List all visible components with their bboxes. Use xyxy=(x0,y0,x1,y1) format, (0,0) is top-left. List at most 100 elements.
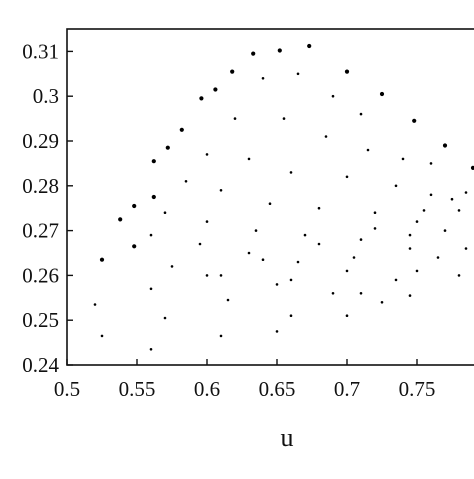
interior-point xyxy=(303,233,307,237)
interior-point xyxy=(408,247,412,250)
interior-point xyxy=(436,256,440,259)
interior-point xyxy=(394,278,398,282)
band-point xyxy=(261,258,265,262)
band-point xyxy=(464,191,468,194)
interior-point xyxy=(170,265,174,268)
boundary-point xyxy=(213,87,218,92)
interior-point xyxy=(345,175,349,179)
boundary-point xyxy=(151,194,156,200)
interior-point xyxy=(205,153,209,156)
x-tick-label: 0.6 xyxy=(194,377,220,401)
y-tick-label: 0.25 xyxy=(22,308,59,332)
interior-point xyxy=(380,301,384,304)
band-point xyxy=(359,292,363,295)
band-point xyxy=(408,294,412,297)
interior-point xyxy=(149,233,153,237)
boundary-point xyxy=(151,159,156,164)
band-point xyxy=(93,303,97,306)
x-tick-label: 0.7 xyxy=(334,377,360,401)
interior-point xyxy=(317,206,321,210)
boundary-point xyxy=(379,91,385,97)
band-point xyxy=(163,316,167,320)
x-tick-label: 0.65 xyxy=(259,377,296,401)
band-point xyxy=(457,274,461,277)
interior-point xyxy=(254,229,258,232)
interior-point xyxy=(415,220,419,223)
band-point xyxy=(226,298,230,302)
interior-point xyxy=(296,260,300,264)
band-point xyxy=(289,278,293,282)
interior-point xyxy=(429,193,433,197)
x-tick-label: 0.5 xyxy=(54,377,80,401)
interior-point xyxy=(205,220,209,223)
interior-point xyxy=(331,94,335,98)
interior-point xyxy=(324,135,328,138)
x-axis-label: u xyxy=(281,423,294,452)
x-tick-label: 0.75 xyxy=(399,377,436,401)
interior-point xyxy=(366,148,370,152)
band-point xyxy=(457,209,461,212)
interior-point xyxy=(198,242,202,246)
band-point xyxy=(149,287,153,291)
y-tick-label: 0.26 xyxy=(22,263,59,287)
band-point xyxy=(415,269,419,273)
boundary-point xyxy=(412,118,417,123)
band-point xyxy=(345,314,349,318)
interior-point xyxy=(163,211,167,214)
boundary-point xyxy=(199,96,204,101)
band-point xyxy=(352,256,356,259)
interior-point xyxy=(219,189,223,192)
interior-point xyxy=(282,117,286,120)
band-point xyxy=(289,314,293,318)
boundary-point xyxy=(277,48,282,53)
boundary-point xyxy=(251,51,256,56)
boundary-point xyxy=(230,69,235,74)
y-tick-label: 0.24 xyxy=(22,353,59,377)
ticks-layer: 0.50.550.60.650.70.7500.240.250.260.270.… xyxy=(22,39,436,401)
boundary-point xyxy=(118,217,123,222)
interior-point xyxy=(289,171,293,174)
boundary-point xyxy=(442,143,448,148)
boundary-point xyxy=(470,165,474,170)
band-point xyxy=(422,209,426,212)
interior-point xyxy=(261,77,265,80)
interior-point xyxy=(184,180,188,183)
plot-frame xyxy=(66,28,474,366)
interior-point xyxy=(219,274,223,277)
interior-point xyxy=(394,184,398,188)
interior-point xyxy=(331,292,335,295)
points-layer xyxy=(93,43,474,351)
band-point xyxy=(275,330,279,333)
y-tick-label: 0.27 xyxy=(22,219,59,243)
y-tick-label: 0.3 xyxy=(33,84,59,108)
interior-point xyxy=(247,251,251,255)
y-tick-label: 0.28 xyxy=(22,174,59,198)
interior-point xyxy=(233,117,237,120)
band-point xyxy=(100,334,104,338)
boundary-point xyxy=(179,127,184,132)
interior-point xyxy=(373,211,377,214)
boundary-point xyxy=(132,203,137,209)
interior-point xyxy=(296,72,300,76)
interior-point xyxy=(429,162,433,165)
y-tick-label: 0.31 xyxy=(22,39,59,63)
interior-point xyxy=(443,229,447,232)
y-tick-label: 0.29 xyxy=(22,129,59,153)
interior-point xyxy=(401,157,405,161)
interior-point xyxy=(275,283,279,286)
band-point xyxy=(219,334,223,338)
boundary-point xyxy=(132,244,137,249)
interior-point xyxy=(450,197,454,201)
band-point xyxy=(317,242,321,246)
band-point xyxy=(373,227,377,230)
x-tick-label: 0.55 xyxy=(119,377,156,401)
boundary-point xyxy=(344,69,350,74)
band-point xyxy=(408,233,412,237)
interior-point xyxy=(345,269,349,273)
interior-point xyxy=(359,238,363,241)
interior-point xyxy=(359,112,363,116)
boundary-point xyxy=(307,43,312,49)
interior-point xyxy=(268,202,272,205)
interior-point xyxy=(247,157,251,161)
